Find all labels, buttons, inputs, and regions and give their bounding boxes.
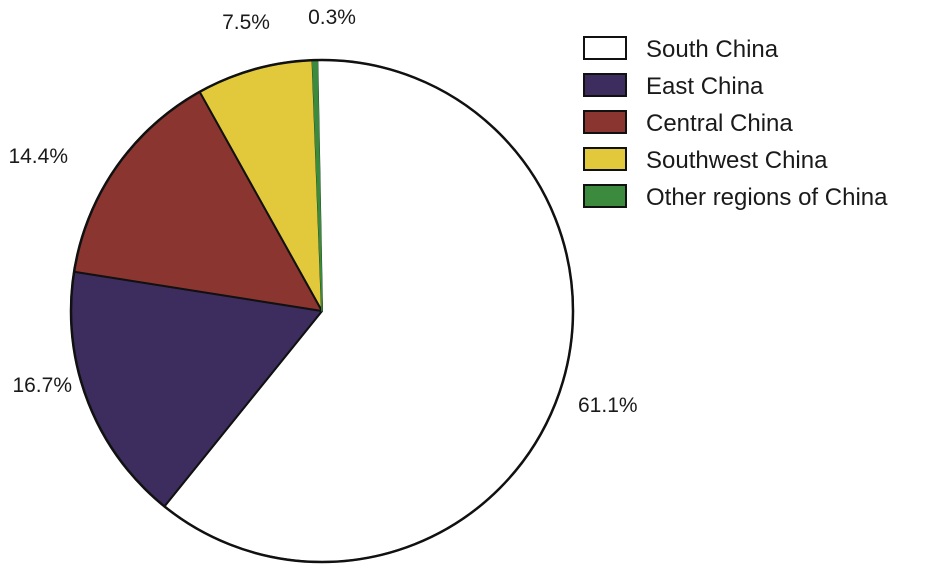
- slice-label-other-regions-of-china: 0.3%: [308, 6, 356, 29]
- slice-label-south-china: 61.1%: [578, 394, 638, 417]
- legend-swatch-central-china: [583, 110, 627, 134]
- legend-label-east-china: East China: [646, 73, 764, 100]
- slice-label-east-china: 16.7%: [12, 374, 72, 397]
- legend-label-other-regions-of-china: Other regions of China: [646, 184, 888, 211]
- legend-label-central-china: Central China: [646, 110, 793, 137]
- legend-swatch-other-regions-of-china: [583, 184, 627, 208]
- pie-labels: 61.1% 16.7% 14.4% 7.5% 0.3%: [8, 6, 637, 417]
- pie-outline: [69, 58, 575, 564]
- pie-slices: [69, 58, 575, 564]
- legend-label-southwest-china: Southwest China: [646, 147, 828, 174]
- legend-swatch-south-china: [583, 36, 627, 60]
- legend-label-south-china: South China: [646, 36, 779, 63]
- legend-swatch-southwest-china: [583, 147, 627, 171]
- slice-label-central-china: 14.4%: [8, 145, 68, 168]
- legend: South China East China Central China Southw…: [583, 36, 888, 211]
- legend-swatch-east-china: [583, 73, 627, 97]
- slice-label-southwest-china: 7.5%: [222, 11, 270, 34]
